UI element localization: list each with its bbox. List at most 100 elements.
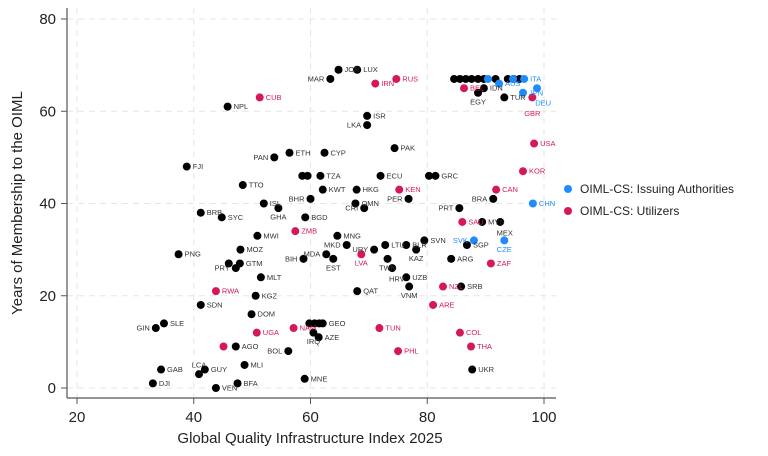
point-label: LVA xyxy=(355,259,368,268)
point-label: CUB xyxy=(266,93,282,102)
point-tun xyxy=(375,324,384,333)
point-sdn xyxy=(196,300,205,309)
point-label: IRN xyxy=(381,79,394,88)
point-aus xyxy=(495,79,504,88)
point-nam xyxy=(289,324,298,333)
point-label: AUS xyxy=(505,79,520,88)
point-label: GUY xyxy=(211,365,227,374)
point-label: HRV xyxy=(389,275,405,284)
point-label: RWA xyxy=(222,287,239,296)
point-label: PER xyxy=(387,194,403,203)
point-dom xyxy=(247,310,256,319)
point-twn xyxy=(383,254,392,263)
point-label: GEO xyxy=(329,319,346,328)
point-unlabeled xyxy=(461,74,470,83)
point-gbr xyxy=(528,93,537,102)
point-label: MAR xyxy=(308,74,325,83)
point-mys xyxy=(478,217,487,226)
point-isr xyxy=(363,111,372,120)
point-label: GAB xyxy=(167,365,183,374)
points xyxy=(148,65,541,392)
point-label: SRB xyxy=(467,282,482,291)
point-label: CRI xyxy=(345,204,358,213)
point-label: MDA xyxy=(304,250,321,259)
point-label: TUR xyxy=(510,93,526,102)
point-label: GBR xyxy=(524,109,541,118)
point-label: ISR xyxy=(373,111,386,120)
y-axis-label: Years of Membership to the OIML xyxy=(9,91,26,315)
point-srb xyxy=(457,282,466,291)
point-irq xyxy=(309,328,318,337)
point-unlabeled xyxy=(303,171,312,180)
point-cri xyxy=(360,204,369,213)
point-label: IRQ xyxy=(307,337,321,346)
point-kaz xyxy=(412,245,421,254)
point-pak xyxy=(390,144,399,153)
point-bel xyxy=(460,84,469,93)
point-rus xyxy=(392,74,401,83)
point-label: PRT xyxy=(438,204,453,213)
point-bol xyxy=(284,347,293,356)
point-label: ARE xyxy=(439,300,454,309)
point-unlabeled xyxy=(224,259,233,268)
point-label: NAM xyxy=(300,324,317,333)
point-gha xyxy=(274,204,283,213)
point-unlabeled xyxy=(425,171,434,180)
point-qat xyxy=(353,287,362,296)
point-label: SVK xyxy=(453,236,468,245)
point-fji xyxy=(182,162,191,171)
point-omn xyxy=(351,199,360,208)
point-label: URY xyxy=(352,245,368,254)
point-cyp xyxy=(320,148,329,157)
point-unlabeled xyxy=(474,74,483,83)
point-unlabeled xyxy=(219,342,228,351)
point-label: BEL xyxy=(470,84,484,93)
point-label: AGO xyxy=(242,342,259,351)
point-label: MNG xyxy=(343,231,361,240)
point-label: JOR xyxy=(345,65,361,74)
point-label: MNE xyxy=(311,374,328,383)
point-tto xyxy=(238,181,247,190)
point-mda xyxy=(322,250,331,259)
point-arg xyxy=(447,254,456,263)
point-guy xyxy=(200,365,209,374)
point-nzl xyxy=(439,282,448,291)
point-unlabeled xyxy=(450,74,459,83)
point-blr xyxy=(402,241,411,250)
point-mar xyxy=(326,74,335,83)
point-label: PAK xyxy=(401,144,415,153)
point-bfa xyxy=(233,379,242,388)
point-label: MYS xyxy=(488,217,504,226)
point-label: MLT xyxy=(267,273,282,282)
point-label: ARG xyxy=(457,254,473,263)
point-mne xyxy=(300,374,309,383)
point-label: CHN xyxy=(539,199,555,208)
point-ago xyxy=(231,342,240,351)
point-tur xyxy=(500,93,509,102)
point-mkd xyxy=(342,241,351,250)
x-tick-label: 80 xyxy=(419,409,436,426)
point-label: UGA xyxy=(263,328,279,337)
point-mlt xyxy=(256,273,265,282)
point-pry xyxy=(231,264,240,273)
point-uga xyxy=(252,328,261,337)
point-label: LCA xyxy=(192,361,207,370)
point-sle xyxy=(159,319,168,328)
point-ita xyxy=(520,74,529,83)
x-tick-label: 60 xyxy=(302,409,319,426)
point-label: ISL xyxy=(270,199,281,208)
point-ven xyxy=(211,384,220,392)
point-label: KGZ xyxy=(262,291,278,300)
point-label: VNM xyxy=(401,291,418,300)
point-eth xyxy=(285,148,294,157)
point-isl xyxy=(259,199,268,208)
legend-label-issuing: OIML-CS: Issuing Authorities xyxy=(580,182,734,196)
point-label: EST xyxy=(326,263,341,272)
point-col xyxy=(455,328,464,337)
point-bhr xyxy=(306,194,315,203)
point-mex xyxy=(496,217,505,226)
point-mng xyxy=(333,231,342,240)
point-bra xyxy=(489,194,498,203)
point-label: ETH xyxy=(295,148,310,157)
point-pan xyxy=(270,153,279,162)
